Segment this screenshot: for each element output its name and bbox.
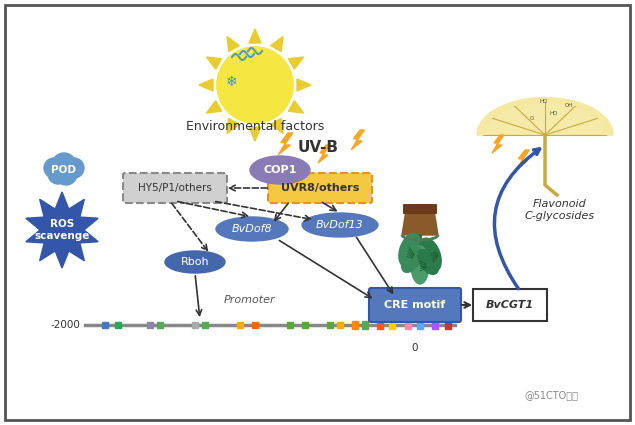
Polygon shape: [483, 101, 607, 135]
Polygon shape: [511, 98, 545, 105]
Text: HY5/P1/others: HY5/P1/others: [138, 183, 212, 193]
Ellipse shape: [401, 248, 422, 272]
Text: Flavonoid
C-glycosides: Flavonoid C-glycosides: [525, 199, 595, 221]
Polygon shape: [402, 210, 438, 235]
Circle shape: [217, 47, 293, 123]
Ellipse shape: [411, 246, 429, 284]
Text: UV-B: UV-B: [298, 140, 338, 155]
Bar: [202, 322, 208, 328]
Bar: [237, 322, 243, 328]
Circle shape: [55, 163, 77, 185]
Bar: [405, 321, 411, 329]
Bar: [352, 321, 358, 329]
Text: O: O: [530, 116, 534, 121]
Text: HO: HO: [550, 111, 558, 116]
Text: POD: POD: [51, 165, 76, 175]
Bar: [302, 322, 308, 328]
Text: CRE motif: CRE motif: [384, 300, 446, 310]
Ellipse shape: [419, 238, 441, 272]
FancyBboxPatch shape: [369, 288, 461, 322]
Ellipse shape: [216, 217, 288, 241]
Polygon shape: [576, 102, 604, 118]
Ellipse shape: [399, 233, 421, 267]
Circle shape: [217, 47, 293, 123]
Text: BvDof8: BvDof8: [232, 224, 272, 234]
Polygon shape: [297, 79, 311, 91]
Text: Rboh: Rboh: [181, 257, 210, 267]
Polygon shape: [206, 57, 222, 69]
Text: OH: OH: [565, 103, 573, 108]
Text: HO: HO: [540, 99, 549, 104]
Text: COP1: COP1: [264, 165, 297, 175]
Text: BvCGT1: BvCGT1: [486, 300, 534, 310]
Polygon shape: [516, 150, 530, 170]
Text: BvDof13: BvDof13: [316, 220, 364, 230]
Circle shape: [48, 164, 68, 184]
Polygon shape: [599, 116, 613, 135]
Bar: [377, 321, 383, 329]
Text: ROS
scavenge: ROS scavenge: [34, 219, 90, 241]
Text: UVR8/others: UVR8/others: [281, 183, 359, 193]
Bar: [287, 322, 293, 328]
Polygon shape: [227, 37, 239, 51]
Ellipse shape: [302, 213, 378, 237]
Bar: [389, 321, 395, 329]
Polygon shape: [318, 145, 330, 163]
Ellipse shape: [250, 156, 310, 184]
Polygon shape: [486, 102, 514, 118]
FancyBboxPatch shape: [473, 289, 547, 321]
Polygon shape: [477, 116, 491, 135]
Polygon shape: [206, 101, 222, 113]
Bar: [147, 322, 153, 328]
Circle shape: [64, 158, 84, 178]
Circle shape: [52, 153, 76, 177]
Bar: [337, 322, 343, 328]
Polygon shape: [288, 101, 304, 113]
Polygon shape: [26, 192, 98, 268]
Polygon shape: [492, 135, 504, 153]
Circle shape: [44, 158, 64, 178]
Polygon shape: [271, 119, 283, 133]
Bar: [102, 322, 108, 328]
Polygon shape: [199, 79, 213, 91]
Bar: [115, 322, 121, 328]
Text: -2000: -2000: [50, 320, 80, 330]
FancyBboxPatch shape: [268, 173, 372, 203]
Text: ❄: ❄: [226, 75, 238, 89]
Polygon shape: [249, 127, 261, 141]
Bar: [157, 322, 163, 328]
Text: Promoter: Promoter: [224, 295, 276, 305]
FancyBboxPatch shape: [123, 173, 227, 203]
Bar: [417, 321, 423, 329]
Polygon shape: [278, 133, 293, 155]
Polygon shape: [249, 29, 261, 43]
Bar: [327, 322, 333, 328]
Text: 0: 0: [411, 343, 418, 353]
Bar: [252, 322, 258, 328]
FancyBboxPatch shape: [403, 204, 437, 214]
Bar: [192, 322, 198, 328]
Ellipse shape: [165, 251, 225, 273]
Polygon shape: [288, 57, 304, 69]
Polygon shape: [271, 37, 283, 51]
Text: @51CTO博客: @51CTO博客: [524, 390, 578, 400]
Text: Environmental factors: Environmental factors: [186, 120, 324, 133]
Polygon shape: [351, 130, 364, 150]
Polygon shape: [545, 98, 579, 105]
Bar: [445, 321, 451, 329]
Polygon shape: [227, 119, 239, 133]
Bar: [362, 321, 368, 329]
Bar: [432, 321, 438, 329]
Ellipse shape: [418, 249, 438, 275]
